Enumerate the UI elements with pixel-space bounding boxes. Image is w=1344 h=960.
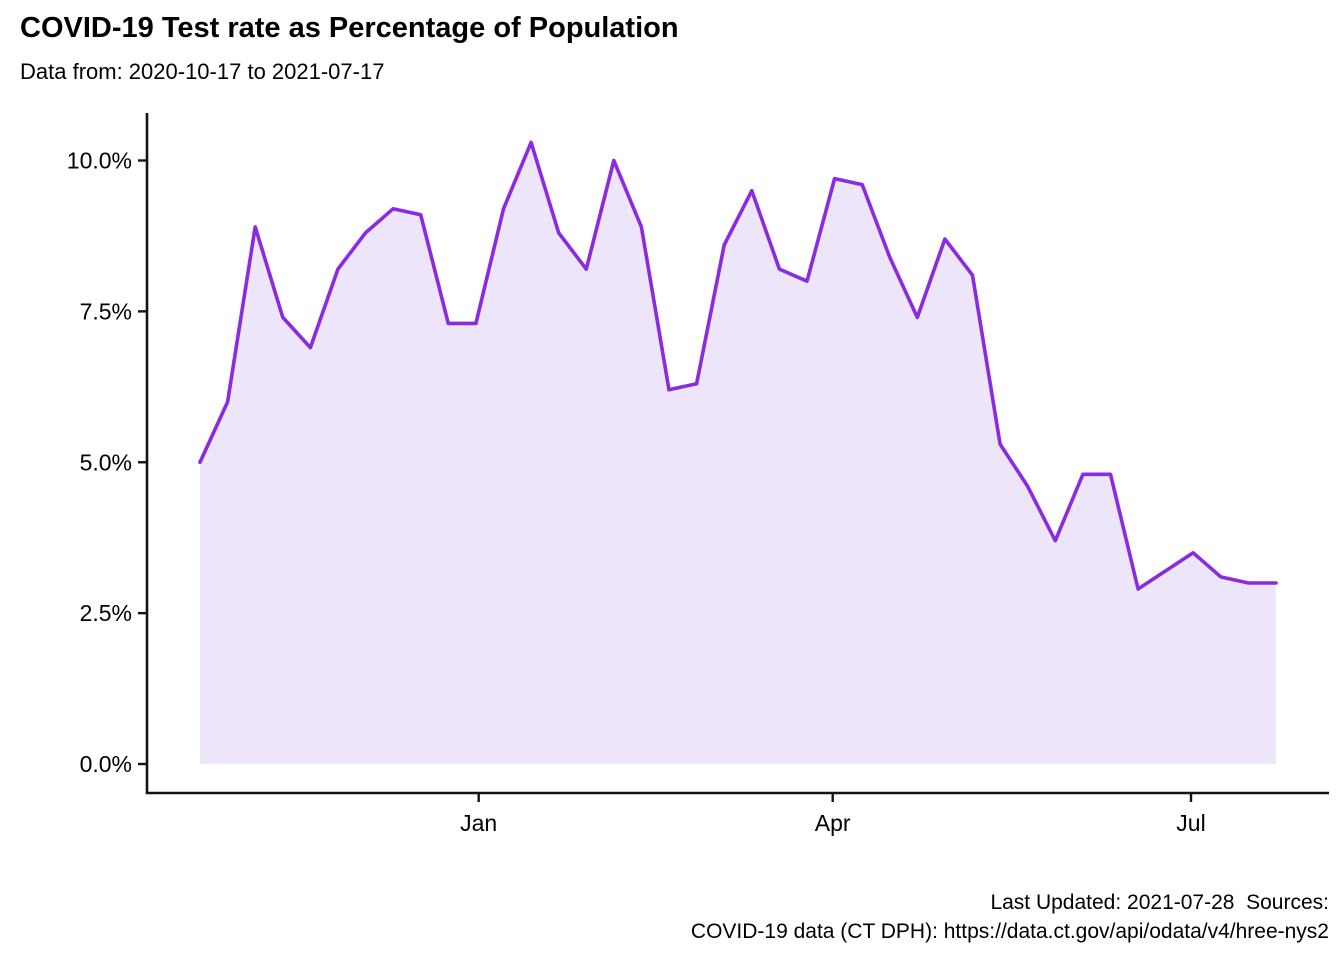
caption-line-2: COVID-19 data (CT DPH): https://data.ct.…	[690, 920, 1329, 943]
x-tick-label: Apr	[815, 810, 851, 836]
y-tick-label: 7.5%	[80, 298, 132, 324]
area-fill	[200, 142, 1276, 764]
chart-caption: Last Updated: 2021-07-28 Sources: COVID-…	[691, 888, 1329, 946]
y-tick-label: 0.0%	[80, 751, 132, 777]
chart-subtitle: Data from: 2020-10-17 to 2021-07-17	[20, 59, 385, 84]
caption-line-1: Last Updated: 2021-07-28 Sources:	[990, 891, 1329, 914]
trend-line	[198, 140, 1278, 591]
x-tick-label: Jul	[1176, 810, 1205, 836]
y-tick-label: 10.0%	[67, 148, 132, 174]
chart-title: COVID-19 Test rate as Percentage of Popu…	[20, 12, 679, 44]
x-tick-label: Jan	[460, 810, 497, 836]
y-tick-label: 5.0%	[80, 449, 132, 475]
y-tick-label: 2.5%	[80, 600, 132, 626]
